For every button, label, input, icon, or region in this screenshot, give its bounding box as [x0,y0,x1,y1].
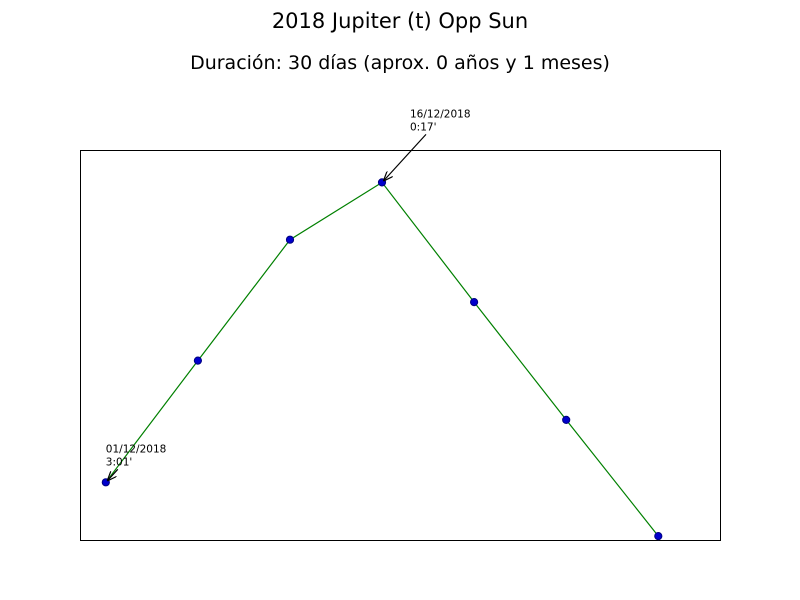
chart-subtitle: Duración: 30 días (aprox. 0 años y 1 mes… [190,52,610,74]
annotation-value: 0:17' [410,121,436,133]
data-points [101,178,663,541]
annotation-arrow [384,133,427,180]
data-point [470,298,479,307]
data-point [193,356,202,365]
data-point [654,532,663,541]
series-line [105,181,659,537]
data-point [285,235,295,244]
annotation-date: 16/12/2018 [410,108,471,120]
annotation-value: 3:01' [106,456,132,468]
chart-title: 2018 Jupiter (t) Opp Sun [272,9,528,33]
annotation-date: 01/12/2018 [106,443,167,455]
plot-frame [80,150,721,541]
data-point [562,415,571,424]
annotation-arrow [108,468,119,480]
